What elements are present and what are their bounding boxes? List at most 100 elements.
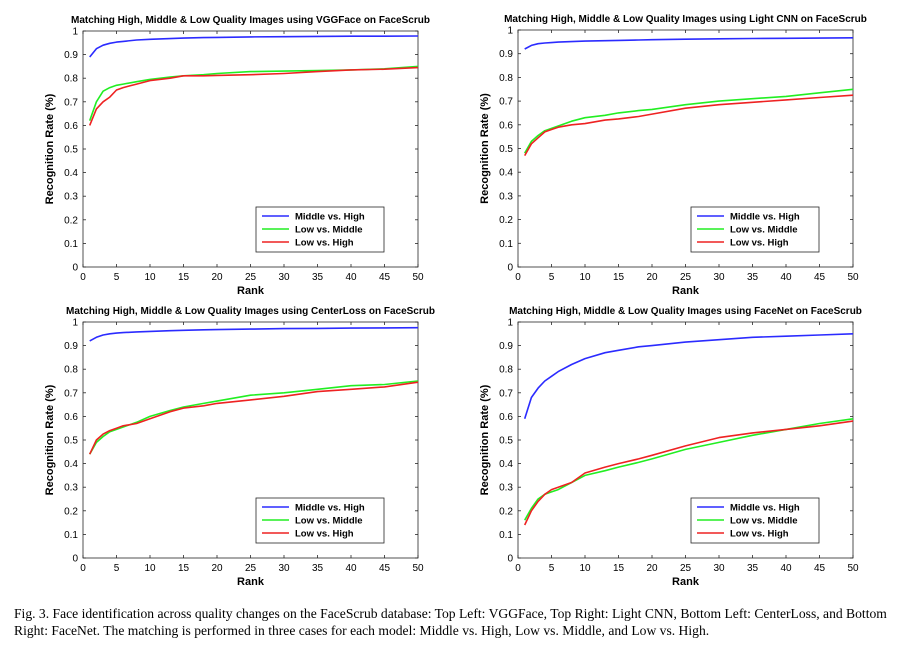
- chart-title: Matching High, Middle & Low Quality Imag…: [509, 306, 862, 317]
- x-tick-label: 0: [515, 272, 521, 283]
- x-tick-label: 45: [379, 563, 391, 574]
- chart-panel-3: Matching High, Middle & Low Quality Imag…: [44, 306, 435, 588]
- y-tick-label: 0.6: [64, 412, 78, 423]
- y-tick-label: 0.9: [64, 50, 78, 61]
- y-tick-label: 0: [72, 554, 78, 565]
- legend-label-middle-vs-high: Middle vs. High: [730, 212, 800, 223]
- x-axis-label: Rank: [672, 576, 700, 588]
- series-line-low-vs-high: [523, 420, 854, 526]
- y-tick-label: 0.3: [499, 191, 513, 202]
- y-tick-label: 0: [72, 263, 78, 274]
- series-line-middle-vs-high: [89, 326, 419, 342]
- y-tick-label: 0.8: [64, 74, 78, 85]
- series-line-low-vs-middle: [89, 380, 419, 455]
- y-tick-label: 0.9: [64, 341, 78, 352]
- legend-label-low-vs-high: Low vs. High: [730, 238, 789, 249]
- y-axis-label: Recognition Rate (%): [479, 384, 491, 495]
- x-tick-label: 25: [680, 563, 692, 574]
- x-tick-label: 25: [245, 563, 257, 574]
- x-tick-label: 0: [515, 563, 521, 574]
- x-tick-label: 35: [312, 272, 324, 283]
- y-tick-label: 0.2: [499, 506, 513, 517]
- y-tick-label: 0.5: [499, 436, 513, 447]
- y-tick-label: 0.1: [499, 239, 513, 250]
- legend: Middle vs. High Low vs. Middle Low vs. Hig…: [690, 497, 820, 544]
- x-tick-label: 20: [211, 272, 223, 283]
- legend-label-low-vs-middle: Low vs. Middle: [295, 225, 363, 236]
- series-line-low-vs-high: [524, 94, 854, 156]
- legend-label-low-vs-middle: Low vs. Middle: [295, 516, 363, 527]
- x-axis-label: Rank: [237, 576, 265, 588]
- x-tick-label: 50: [847, 272, 859, 283]
- x-tick-label: 30: [278, 272, 290, 283]
- series-line-low-vs-high: [88, 66, 419, 126]
- y-tick-label: 0.3: [64, 483, 78, 494]
- legend-label-low-vs-middle: Low vs. Middle: [730, 516, 798, 527]
- x-tick-label: 35: [312, 563, 324, 574]
- figure: Matching High, Middle & Low Quality Imag…: [44, 14, 867, 588]
- x-tick-label: 15: [178, 563, 190, 574]
- x-tick-label: 0: [80, 563, 86, 574]
- x-tick-label: 30: [278, 563, 290, 574]
- x-tick-label: 15: [178, 272, 190, 283]
- x-tick-label: 5: [114, 563, 120, 574]
- x-tick-label: 10: [144, 272, 156, 283]
- chart-title: Matching High, Middle & Low Quality Imag…: [71, 15, 430, 26]
- y-tick-label: 0.2: [499, 215, 513, 226]
- x-tick-label: 5: [114, 272, 120, 283]
- legend-label-middle-vs-high: Middle vs. High: [730, 503, 800, 514]
- legend-label-middle-vs-high: Middle vs. High: [295, 503, 365, 514]
- y-tick-label: 0.7: [499, 388, 513, 399]
- y-tick-label: 0: [507, 263, 513, 274]
- x-axis-label: Rank: [672, 285, 700, 297]
- y-tick-label: 0.9: [499, 49, 513, 60]
- x-tick-label: 15: [613, 272, 625, 283]
- y-tick-label: 0.9: [499, 341, 513, 352]
- figure-caption: Fig. 3. Face identification across quali…: [14, 606, 887, 638]
- series-line-middle-vs-high: [523, 333, 854, 420]
- x-tick-label: 5: [549, 272, 555, 283]
- y-tick-label: 0.3: [64, 192, 78, 203]
- legend: Middle vs. High Low vs. Middle Low vs. Hig…: [255, 206, 385, 253]
- chart-panel-1: Matching High, Middle & Low Quality Imag…: [44, 15, 430, 297]
- x-tick-label: 45: [814, 563, 826, 574]
- y-axis-label: Recognition Rate (%): [44, 93, 56, 204]
- legend-label-low-vs-high: Low vs. High: [295, 529, 354, 540]
- x-tick-label: 45: [379, 272, 391, 283]
- x-tick-label: 50: [412, 563, 424, 574]
- x-tick-label: 35: [747, 272, 759, 283]
- series-line-middle-vs-high: [89, 35, 419, 58]
- y-tick-label: 0.6: [64, 121, 78, 132]
- x-tick-label: 20: [646, 563, 658, 574]
- series-line-low-vs-middle: [524, 88, 854, 154]
- y-tick-label: 0.7: [64, 388, 78, 399]
- y-tick-label: 0.8: [64, 365, 78, 376]
- x-tick-label: 50: [847, 563, 859, 574]
- y-tick-label: 0.8: [499, 73, 513, 84]
- x-axis-label: Rank: [237, 285, 265, 297]
- y-tick-label: 1: [507, 26, 513, 37]
- x-tick-label: 40: [345, 272, 357, 283]
- y-tick-label: 0: [507, 554, 513, 565]
- chart-title: Matching High, Middle & Low Quality Imag…: [504, 14, 867, 25]
- x-tick-label: 50: [412, 272, 424, 283]
- legend-label-low-vs-middle: Low vs. Middle: [730, 225, 798, 236]
- y-tick-label: 0.5: [64, 436, 78, 447]
- series-line-low-vs-high: [88, 381, 419, 455]
- legend: Middle vs. High Low vs. Middle Low vs. Hig…: [690, 206, 820, 253]
- x-tick-label: 35: [747, 563, 759, 574]
- y-tick-label: 0.3: [499, 483, 513, 494]
- y-tick-label: 0.2: [64, 215, 78, 226]
- legend-label-middle-vs-high: Middle vs. High: [295, 212, 365, 223]
- x-tick-label: 25: [245, 272, 257, 283]
- x-tick-label: 10: [579, 272, 591, 283]
- x-tick-label: 45: [814, 272, 826, 283]
- y-tick-label: 1: [507, 318, 513, 329]
- x-tick-label: 10: [579, 563, 591, 574]
- y-tick-label: 0.5: [64, 145, 78, 156]
- legend: Middle vs. High Low vs. Middle Low vs. Hig…: [255, 497, 385, 544]
- y-tick-label: 0.1: [64, 239, 78, 250]
- x-tick-label: 40: [345, 563, 357, 574]
- y-tick-label: 0.6: [499, 120, 513, 131]
- x-tick-label: 40: [780, 563, 792, 574]
